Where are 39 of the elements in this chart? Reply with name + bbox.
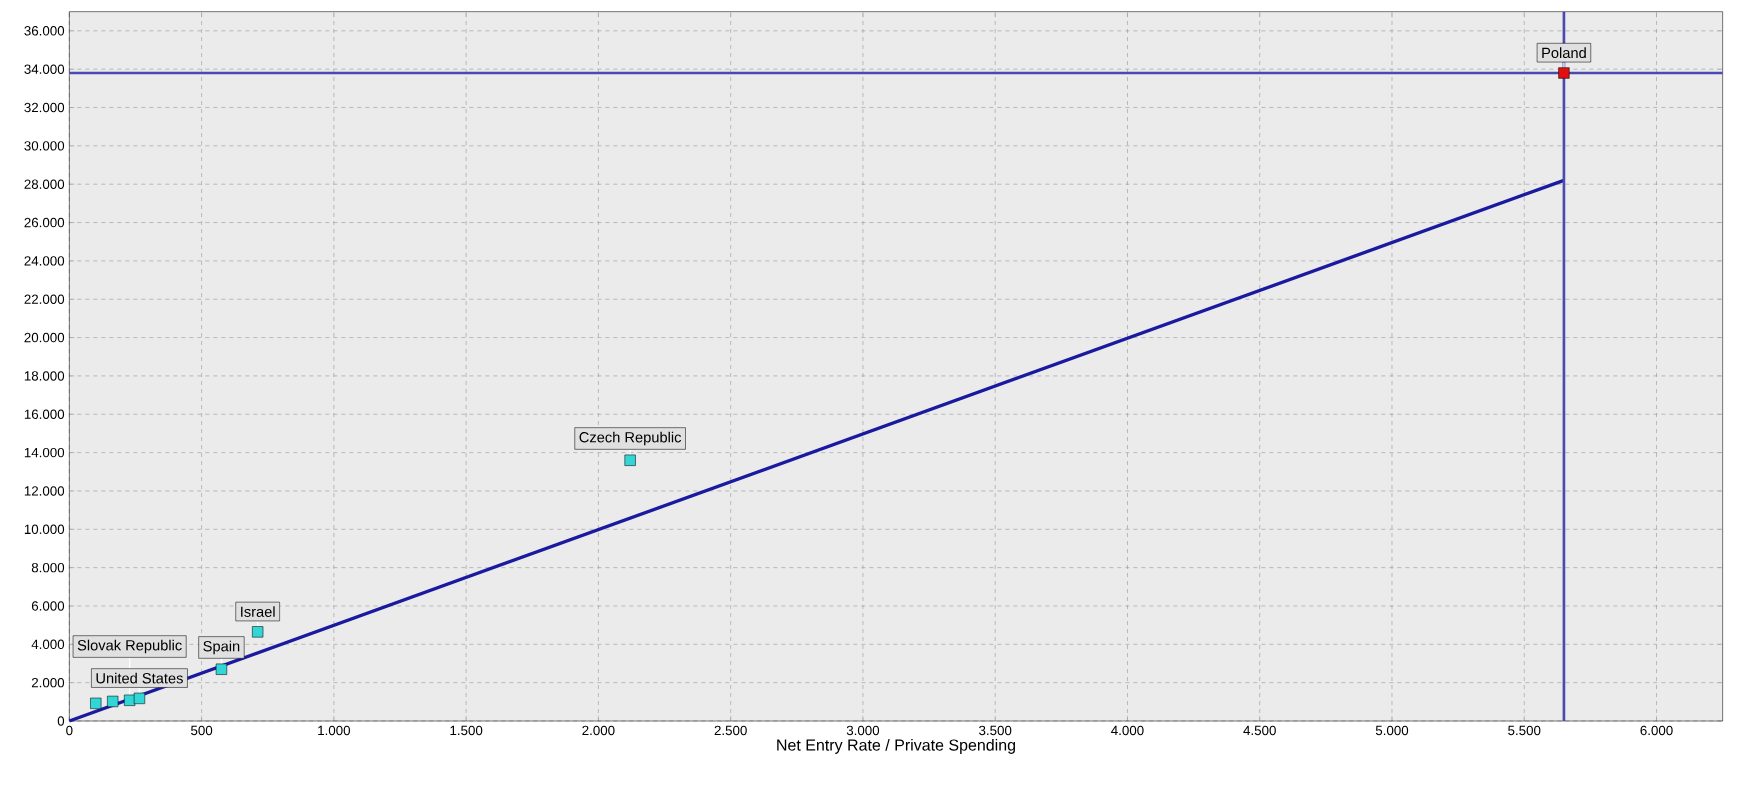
y-tick-label: 16.000 bbox=[24, 409, 65, 419]
x-tick-label: 3.500 bbox=[979, 725, 1012, 736]
y-tick-label: 34.000 bbox=[24, 64, 65, 74]
x-axis-title: Net Entry Rate / Private Spending bbox=[777, 738, 1015, 754]
y-tick-label: 22.000 bbox=[24, 294, 65, 304]
annotation: United States bbox=[96, 672, 183, 684]
y-tick-label: 4.000 bbox=[31, 639, 65, 650]
y-tick-label: 32.000 bbox=[24, 102, 65, 113]
x-tick-label: 6.000 bbox=[1640, 725, 1673, 736]
x-tick-label: 1.000 bbox=[318, 725, 351, 736]
x-tick-label: 5.000 bbox=[1375, 725, 1409, 736]
annotation: Israel bbox=[241, 606, 275, 617]
y-tick-label: 8.000 bbox=[31, 562, 65, 573]
y-tick-label: 36.000 bbox=[24, 26, 65, 36]
annotation: Czech Republic bbox=[579, 431, 682, 446]
y-tick-label: 26.000 bbox=[24, 217, 65, 228]
x-tick-label: 0 bbox=[66, 725, 73, 736]
x-tick-label: 4.500 bbox=[1243, 725, 1276, 736]
annotation: Slovak Republic bbox=[77, 639, 182, 654]
x-tick-label: 1.500 bbox=[450, 725, 483, 736]
y-tick-label: 28.000 bbox=[24, 179, 65, 189]
y-tick-label: 2.000 bbox=[31, 677, 65, 688]
y-tick-label: 20.000 bbox=[24, 332, 65, 343]
x-tick-label: 5.500 bbox=[1508, 725, 1541, 736]
y-tick-label: 12.000 bbox=[24, 486, 65, 496]
x-tick-label: 3.000 bbox=[846, 725, 880, 736]
x-tick-label: 2.000 bbox=[582, 725, 615, 736]
y-tick-label: 14.000 bbox=[24, 447, 65, 458]
x-tick-label: 4.000 bbox=[1111, 725, 1144, 736]
annotation: Poland bbox=[1542, 47, 1586, 59]
x-tick-label: 500 bbox=[191, 725, 213, 736]
y-tick-label: 18.000 bbox=[24, 371, 65, 381]
y-tick-label: 10.000 bbox=[24, 524, 65, 534]
y-tick-label: 0 bbox=[57, 716, 65, 726]
y-tick-label: 24.000 bbox=[24, 256, 65, 266]
annotation: Spain bbox=[203, 640, 240, 655]
x-tick-label: 2.500 bbox=[714, 725, 747, 736]
y-tick-label: 6.000 bbox=[31, 601, 65, 611]
y-tick-label: 30.000 bbox=[24, 141, 65, 151]
